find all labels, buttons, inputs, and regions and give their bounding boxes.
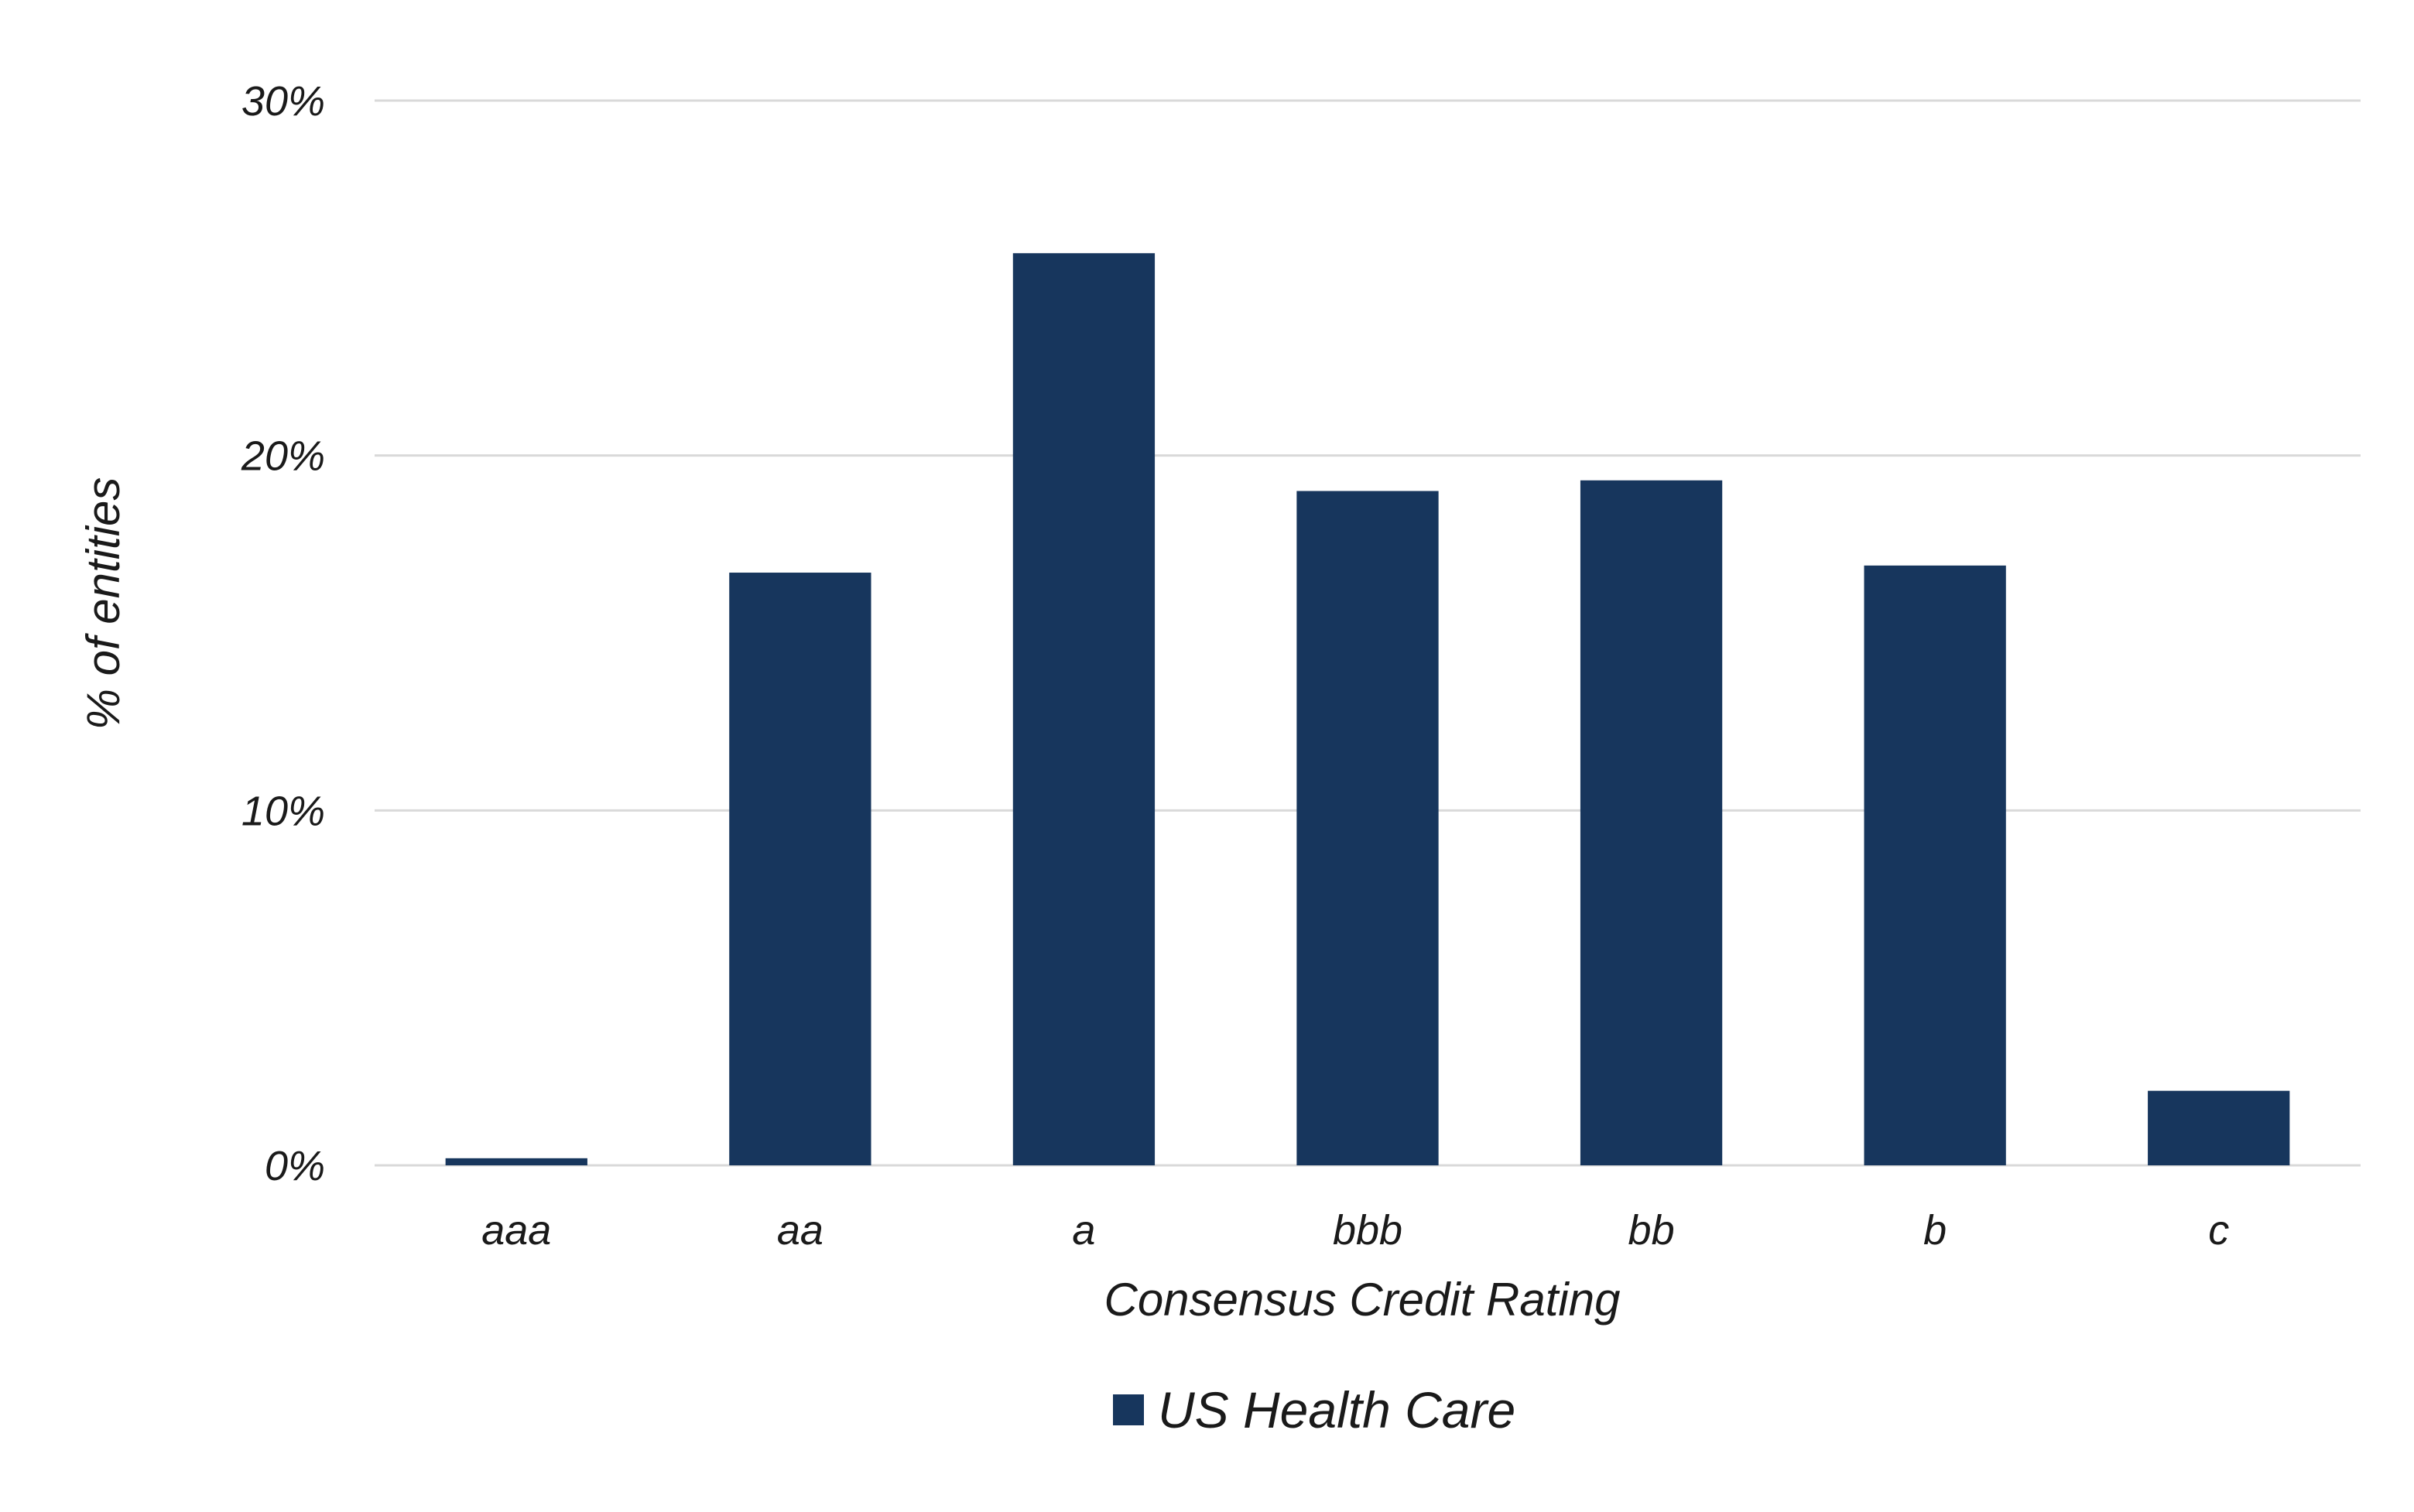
legend-swatch <box>1113 1394 1144 1425</box>
x-tick-label: a <box>1072 1207 1095 1254</box>
x-axis-title: Consensus Credit Rating <box>1104 1274 1620 1326</box>
x-tick-label: b <box>1923 1207 1947 1254</box>
legend: US Health Care <box>1113 1381 1515 1438</box>
y-tick-label: 0% <box>265 1143 325 1189</box>
x-tick-label: bb <box>1628 1207 1675 1254</box>
y-axis-title: % of entities <box>77 477 129 730</box>
x-tick-label: c <box>2208 1207 2229 1254</box>
x-tick-label: aaa <box>481 1207 551 1254</box>
y-tick-label: 10% <box>241 788 325 834</box>
bar-c <box>2148 1090 2290 1165</box>
legend-label: US Health Care <box>1158 1381 1515 1438</box>
bar-aa <box>729 573 871 1165</box>
y-tick-label: 20% <box>241 433 325 480</box>
x-axis-ticks: aaa aa a bbb bb b c <box>481 1207 2229 1254</box>
y-tick-label: 30% <box>241 78 325 125</box>
bar-bbb <box>1296 491 1439 1165</box>
bar-a <box>1012 253 1156 1165</box>
bar-b <box>1864 565 2006 1165</box>
x-tick-label: aa <box>777 1207 823 1254</box>
x-tick-label: bbb <box>1333 1207 1402 1254</box>
bar-aaa <box>445 1158 587 1165</box>
bars <box>445 253 2290 1165</box>
bar-bb <box>1580 480 1723 1165</box>
y-axis-ticks: 0% 10% 20% 30% <box>241 78 325 1189</box>
